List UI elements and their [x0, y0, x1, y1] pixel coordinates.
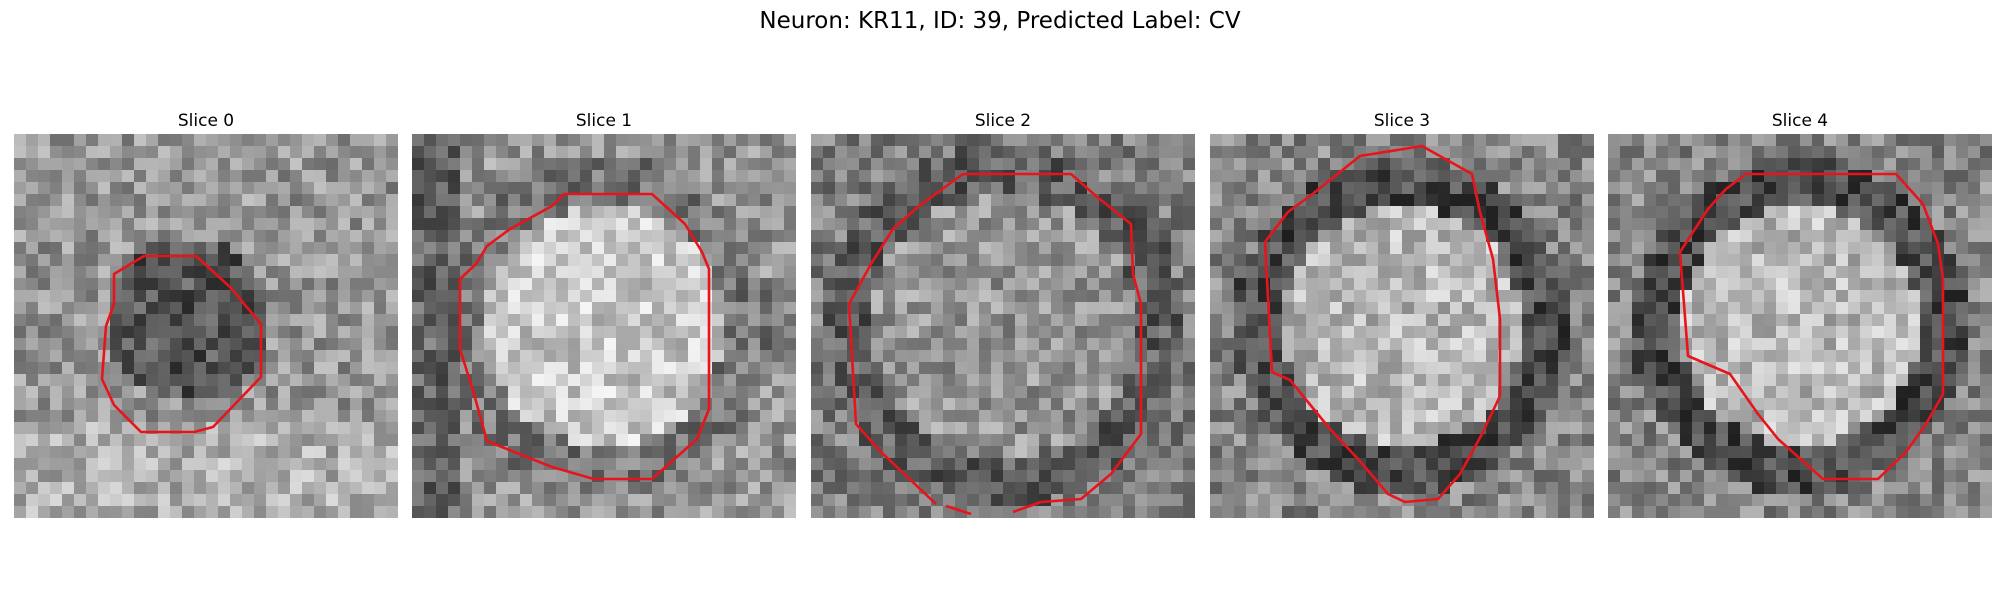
- figure-title: Neuron: KR11, ID: 39, Predicted Label: C…: [759, 8, 1241, 34]
- slice-title: Slice 0: [177, 111, 235, 131]
- slice-image: [14, 134, 398, 518]
- slice-panel: Slice 0: [14, 110, 398, 518]
- slice-image: [412, 134, 796, 518]
- slice-image: [811, 134, 1195, 518]
- slice-panel: Slice 1: [412, 110, 796, 518]
- segmentation-contour: [1678, 172, 1945, 481]
- segmentation-contour: [1263, 144, 1502, 504]
- slice-panel: Slice 4: [1608, 110, 1992, 518]
- slice-panel: Slice 3: [1210, 110, 1594, 518]
- slice-title: Slice 4: [1771, 111, 1829, 131]
- slice-title: Slice 2: [974, 111, 1032, 131]
- segmentation-contour: [847, 172, 1143, 516]
- slice-title: Slice 1: [575, 111, 633, 131]
- slice-image: [1608, 134, 1992, 518]
- slice-title: Slice 3: [1373, 111, 1431, 131]
- segmentation-contour: [100, 254, 263, 434]
- slice-image: [1210, 134, 1594, 518]
- segmentation-contour: [458, 192, 711, 481]
- slice-panel: Slice 2: [811, 110, 1195, 518]
